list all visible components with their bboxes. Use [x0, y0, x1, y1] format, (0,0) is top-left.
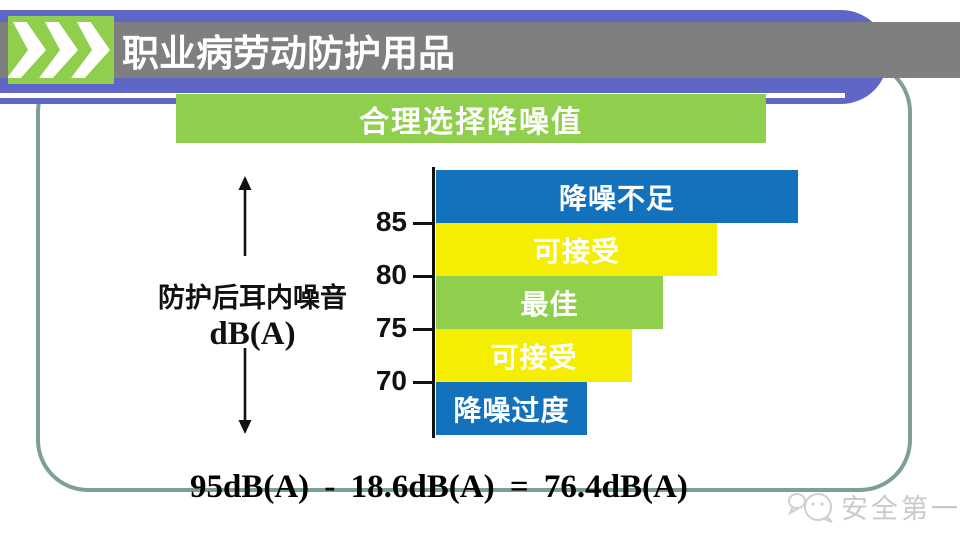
section-title: 合理选择降噪值 — [359, 105, 583, 139]
bar-stack: 降噪不足 可接受 最佳 可接受 降噪过度 — [436, 170, 798, 435]
y-axis-label-text: 防护后耳内噪音 — [158, 283, 347, 313]
tick-label: 75 — [375, 312, 407, 343]
tick-label: 70 — [375, 365, 407, 396]
tick-label: 85 — [375, 206, 407, 237]
page-title: 职业病劳动防护用品 — [122, 33, 455, 74]
tick-mark — [413, 381, 433, 384]
header-bar: 职业病劳动防护用品 — [0, 22, 960, 78]
bar-zone: 最佳 — [436, 276, 663, 329]
up-down-arrows-icon — [238, 176, 252, 434]
bar-zone: 降噪过度 — [436, 382, 587, 435]
watermark-text: 安全第一 — [841, 493, 960, 524]
y-axis-line — [432, 167, 435, 438]
chevrons-block — [8, 16, 114, 84]
chevron-right-icon — [8, 22, 49, 78]
tick-mark — [413, 328, 433, 331]
y-axis-label: 防护后耳内噪音 dB(A) — [150, 276, 355, 353]
tick-label: 80 — [375, 259, 407, 290]
tick-mark — [413, 222, 433, 225]
tick-mark — [413, 275, 433, 278]
formula-text: 95dB(A) - 18.6dB(A) = 76.4dB(A) — [190, 469, 688, 505]
bar-zone: 可接受 — [436, 329, 632, 382]
section-title-bar: 合理选择降噪值 — [176, 94, 766, 143]
y-axis-unit: dB(A) — [209, 316, 296, 352]
watermark: 安全第一 — [786, 486, 960, 526]
axis-ticks: 85 80 75 70 — [0, 170, 433, 440]
bar-zone: 可接受 — [436, 223, 717, 276]
chat-bubbles-icon — [787, 493, 833, 523]
bar-zone: 降噪不足 — [436, 170, 798, 223]
